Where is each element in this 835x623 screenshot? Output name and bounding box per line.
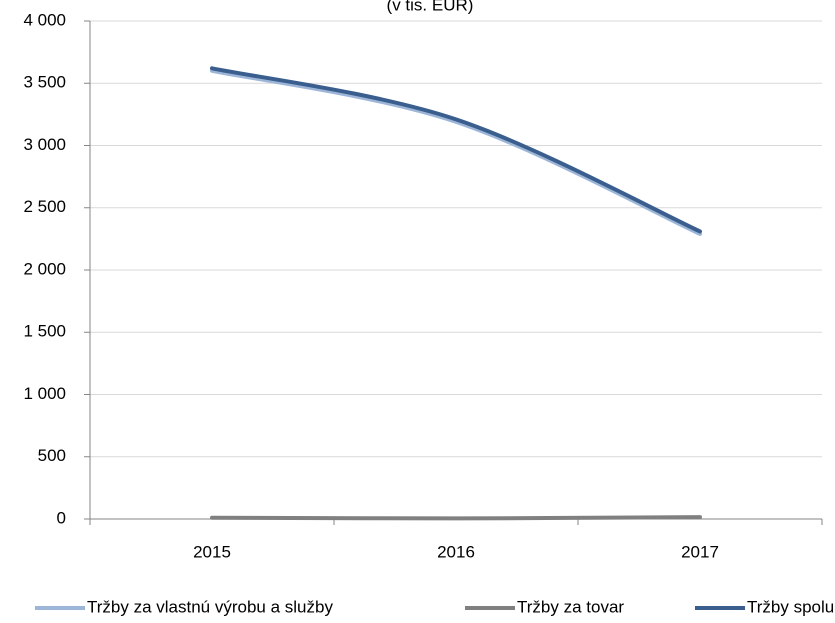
y-tick-label: 1 500 xyxy=(23,322,66,341)
y-tick-label: 0 xyxy=(57,508,66,527)
legend-label: Tržby za tovar xyxy=(517,597,624,616)
y-tick-label: 500 xyxy=(38,446,66,465)
y-tick-label: 3 000 xyxy=(23,135,66,154)
line-series xyxy=(210,68,702,236)
line-series xyxy=(210,66,702,234)
y-tick-label: 2 000 xyxy=(23,259,66,278)
x-tick-label: 2016 xyxy=(437,542,475,561)
x-tick-label: 2017 xyxy=(681,542,719,561)
chart-subtitle: (v tis. EUR) xyxy=(387,0,474,14)
y-tick-label: 4 000 xyxy=(23,10,66,29)
x-tick-label: 2015 xyxy=(193,542,231,561)
y-tick-label: 3 500 xyxy=(23,73,66,92)
y-tick-label: 2 500 xyxy=(23,197,66,216)
line-series xyxy=(210,515,702,521)
y-tick-label: 1 000 xyxy=(23,384,66,403)
legend-label: Tržby za vlastnú výrobu a služby xyxy=(87,597,333,616)
legend-label: Tržby spolu xyxy=(747,597,834,616)
